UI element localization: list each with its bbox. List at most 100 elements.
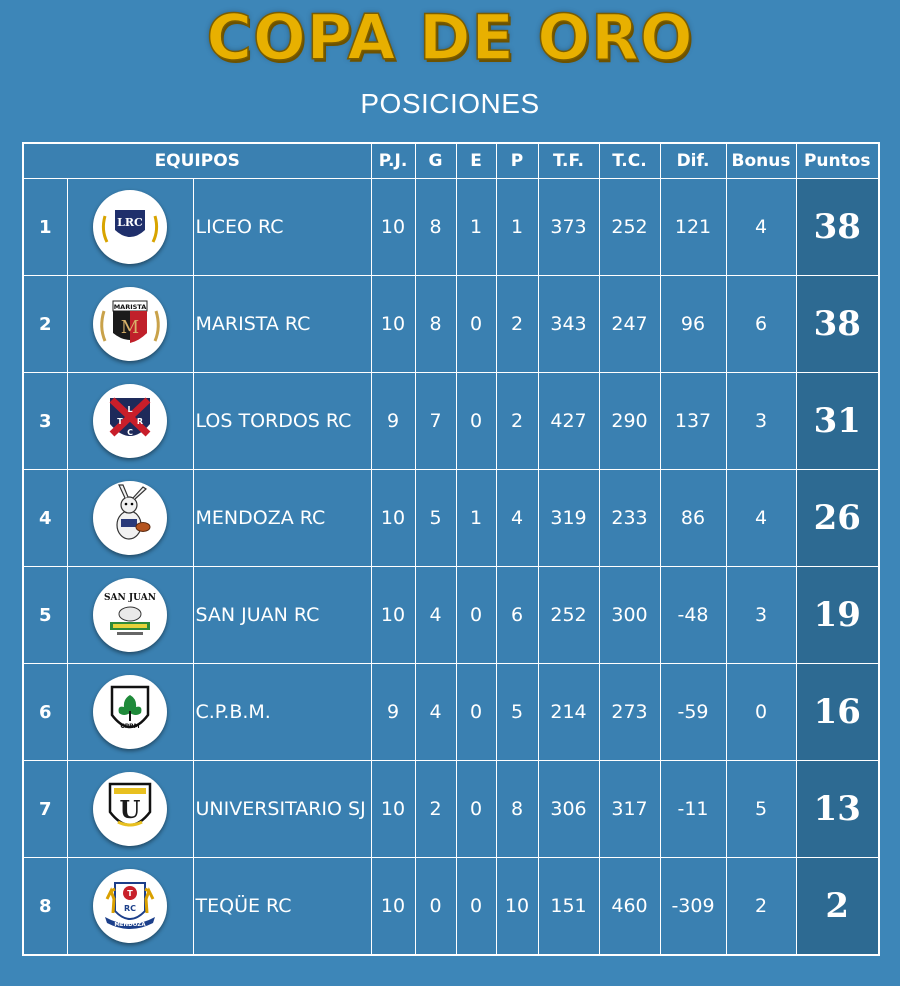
logo-cell: L T R C [66,372,194,470]
e-cell: 1 [455,469,497,567]
dif-cell: 96 [659,275,727,373]
tf-cell: 306 [537,760,600,858]
g-cell: 0 [414,857,457,956]
p-cell: 2 [495,372,539,470]
san-juan-rc-logo-icon: SAN JUAN [93,578,167,652]
logo-text: MARISTA [114,303,147,311]
position-cell: 6 [22,663,68,761]
p-cell: 5 [495,663,539,761]
logo-text: U [120,795,141,824]
p-cell: 6 [495,566,539,664]
team-name: MARISTA RC [192,275,372,373]
header-bonus: Bonus [725,142,797,179]
table-row: 4 MENDOZA RC 10 5 [22,469,880,567]
bonus-cell: 4 [725,178,797,276]
page-title: COPA DE ORO [206,1,694,75]
pj-cell: 9 [370,663,416,761]
bonus-cell: 6 [725,275,797,373]
pj-cell: 10 [370,857,416,956]
svg-text:M: M [121,317,139,338]
pj-cell: 10 [370,469,416,567]
table-row: 6 CPBM C.P.B.M. 9 4 0 5 214 273 -59 0 [22,663,880,761]
tf-cell: 343 [537,275,600,373]
tc-cell: 460 [598,857,661,956]
g-cell: 4 [414,663,457,761]
tc-cell: 247 [598,275,661,373]
liceo-rc-logo-icon: LRC [93,190,167,264]
logo-cell [66,469,194,567]
dif-cell: 137 [659,372,727,470]
header-e: E [455,142,497,179]
header-g: G [414,142,457,179]
points-cell: 16 [795,663,880,761]
dif-cell: 121 [659,178,727,276]
pj-cell: 10 [370,566,416,664]
e-cell: 0 [455,372,497,470]
p-cell: 1 [495,178,539,276]
pj-cell: 9 [370,372,416,470]
logo-text: LRC [117,216,143,229]
header-tf: T.F. [537,142,600,179]
position-cell: 5 [22,566,68,664]
tc-cell: 300 [598,566,661,664]
cpbm-logo-icon: CPBM [93,675,167,749]
logo-cell: SAN JUAN [66,566,194,664]
universitario-sj-logo-icon: U [93,772,167,846]
points-cell: 2 [795,857,880,956]
svg-text:T: T [117,417,123,426]
standings-table: EQUIPOS P.J. G E P T.F. T.C. Dif. Bonus … [22,142,880,956]
header-tc: T.C. [598,142,661,179]
p-cell: 2 [495,275,539,373]
points-cell: 13 [795,760,880,858]
dif-cell: -309 [659,857,727,956]
table-header-row: EQUIPOS P.J. G E P T.F. T.C. Dif. Bonus … [22,142,880,179]
tc-cell: 290 [598,372,661,470]
header-p: P [495,142,539,179]
team-name: C.P.B.M. [192,663,372,761]
svg-text:C: C [127,428,133,437]
dif-cell: 86 [659,469,727,567]
position-cell: 1 [22,178,68,276]
logo-cell: CPBM [66,663,194,761]
e-cell: 0 [455,275,497,373]
g-cell: 8 [414,178,457,276]
team-name: UNIVERSITARIO SJ [192,760,372,858]
logo-cell: MARISTA M [66,275,194,373]
team-name: SAN JUAN RC [192,566,372,664]
bonus-cell: 4 [725,469,797,567]
teque-rc-logo-icon: T RC MENDOZA [93,869,167,943]
svg-text:R: R [137,417,143,426]
bonus-cell: 5 [725,760,797,858]
mendoza-rc-logo-icon [93,481,167,555]
position-cell: 7 [22,760,68,858]
tf-cell: 319 [537,469,600,567]
header-dif: Dif. [659,142,727,179]
bonus-cell: 3 [725,372,797,470]
pj-cell: 10 [370,178,416,276]
header-equipos: EQUIPOS [22,142,372,179]
position-cell: 3 [22,372,68,470]
p-cell: 4 [495,469,539,567]
logo-cell: U [66,760,194,858]
tf-cell: 373 [537,178,600,276]
logo-text: SAN JUAN [104,593,156,603]
logo-cell: LRC [66,178,194,276]
header-puntos: Puntos [795,142,880,179]
bonus-cell: 0 [725,663,797,761]
page-subtitle: POSICIONES [360,88,540,119]
table-row: 7 U UNIVERSITARIO SJ 10 2 0 8 306 317 -1… [22,760,880,858]
dif-cell: -59 [659,663,727,761]
pj-cell: 10 [370,760,416,858]
position-cell: 8 [22,857,68,956]
g-cell: 5 [414,469,457,567]
tc-cell: 252 [598,178,661,276]
position-cell: 4 [22,469,68,567]
tf-cell: 252 [537,566,600,664]
dif-cell: -11 [659,760,727,858]
points-cell: 19 [795,566,880,664]
team-name: LICEO RC [192,178,372,276]
points-cell: 26 [795,469,880,567]
points-cell: 38 [795,275,880,373]
g-cell: 2 [414,760,457,858]
tf-cell: 427 [537,372,600,470]
